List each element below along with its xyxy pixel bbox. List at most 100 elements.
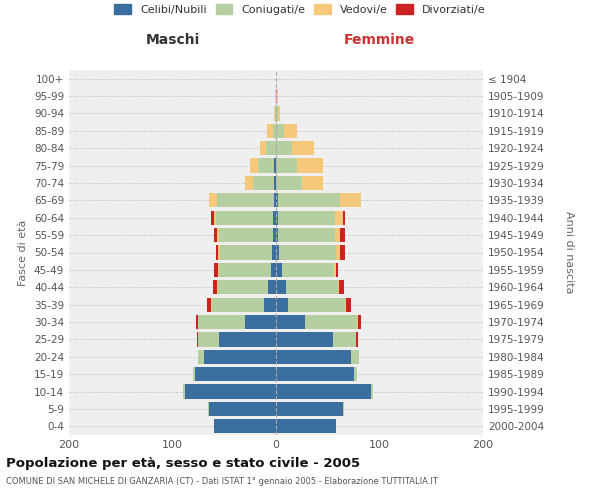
Bar [336,263,338,277]
Bar [245,315,276,329]
Bar [199,315,245,329]
Bar [196,315,199,329]
Bar [276,106,278,120]
Bar [203,350,276,364]
Bar [209,402,276,416]
Bar [208,402,209,416]
Bar [371,384,373,398]
Bar [213,280,217,294]
Bar [211,298,212,312]
Text: COMUNE DI SAN MICHELE DI GANZARIA (CT) - Dati ISTAT 1° gennaio 2005 - Elaborazio: COMUNE DI SAN MICHELE DI GANZARIA (CT) -… [6,478,438,486]
Bar [276,419,336,434]
Bar [350,350,359,364]
Bar [335,210,343,225]
Bar [289,298,346,312]
Bar [218,246,220,260]
Bar [214,419,276,434]
Bar [272,246,276,260]
Bar [271,263,276,277]
Bar [260,141,266,156]
Bar [259,158,274,172]
Bar [338,280,339,294]
Bar [273,228,276,242]
Bar [346,298,350,312]
Legend: Celibi/Nubili, Coniugati/e, Vedovi/e, Divorziati/e: Celibi/Nubili, Coniugati/e, Vedovi/e, Di… [110,0,490,20]
Bar [343,210,346,225]
Bar [276,246,279,260]
Bar [212,298,263,312]
Bar [193,367,195,382]
Bar [276,228,278,242]
Bar [340,193,361,208]
Bar [199,332,219,346]
Bar [195,367,276,382]
Bar [286,280,338,294]
Bar [278,193,340,208]
Bar [268,280,276,294]
Bar [216,246,218,260]
Bar [276,141,292,156]
Bar [219,332,276,346]
Bar [343,402,344,416]
Bar [217,228,219,242]
Bar [276,193,278,208]
Bar [282,263,334,277]
Bar [219,263,271,277]
Text: Femmine: Femmine [344,34,415,48]
Text: Popolazione per età, sesso e stato civile - 2005: Popolazione per età, sesso e stato civil… [6,458,360,470]
Bar [185,384,276,398]
Bar [335,228,340,242]
Bar [214,263,218,277]
Bar [276,332,333,346]
Bar [357,315,358,329]
Bar [275,89,276,103]
Bar [278,228,335,242]
Bar [276,315,305,329]
Bar [276,280,286,294]
Bar [266,124,273,138]
Bar [219,228,273,242]
Bar [274,193,276,208]
Bar [276,158,296,172]
Bar [296,158,323,172]
Bar [206,298,211,312]
Bar [220,246,272,260]
Bar [274,106,275,120]
Bar [273,210,276,225]
Bar [276,176,302,190]
Y-axis label: Anni di nascita: Anni di nascita [564,211,574,294]
Bar [217,193,274,208]
Bar [358,315,361,329]
Bar [340,246,346,260]
Bar [339,280,344,294]
Bar [302,176,323,190]
Bar [214,228,217,242]
Bar [197,332,199,346]
Bar [245,176,253,190]
Bar [284,124,296,138]
Bar [276,210,278,225]
Bar [273,124,276,138]
Bar [218,263,219,277]
Bar [292,141,314,156]
Bar [276,350,350,364]
Bar [276,124,284,138]
Bar [276,89,278,103]
Bar [214,210,216,225]
Bar [216,210,273,225]
Bar [218,280,268,294]
Bar [209,193,217,208]
Bar [333,332,356,346]
Bar [276,298,289,312]
Bar [263,298,276,312]
Bar [334,263,336,277]
Bar [250,158,259,172]
Bar [253,176,274,190]
Bar [217,280,218,294]
Bar [276,384,371,398]
Bar [278,210,335,225]
Bar [279,246,336,260]
Bar [276,263,282,277]
Bar [274,176,276,190]
Bar [276,367,353,382]
